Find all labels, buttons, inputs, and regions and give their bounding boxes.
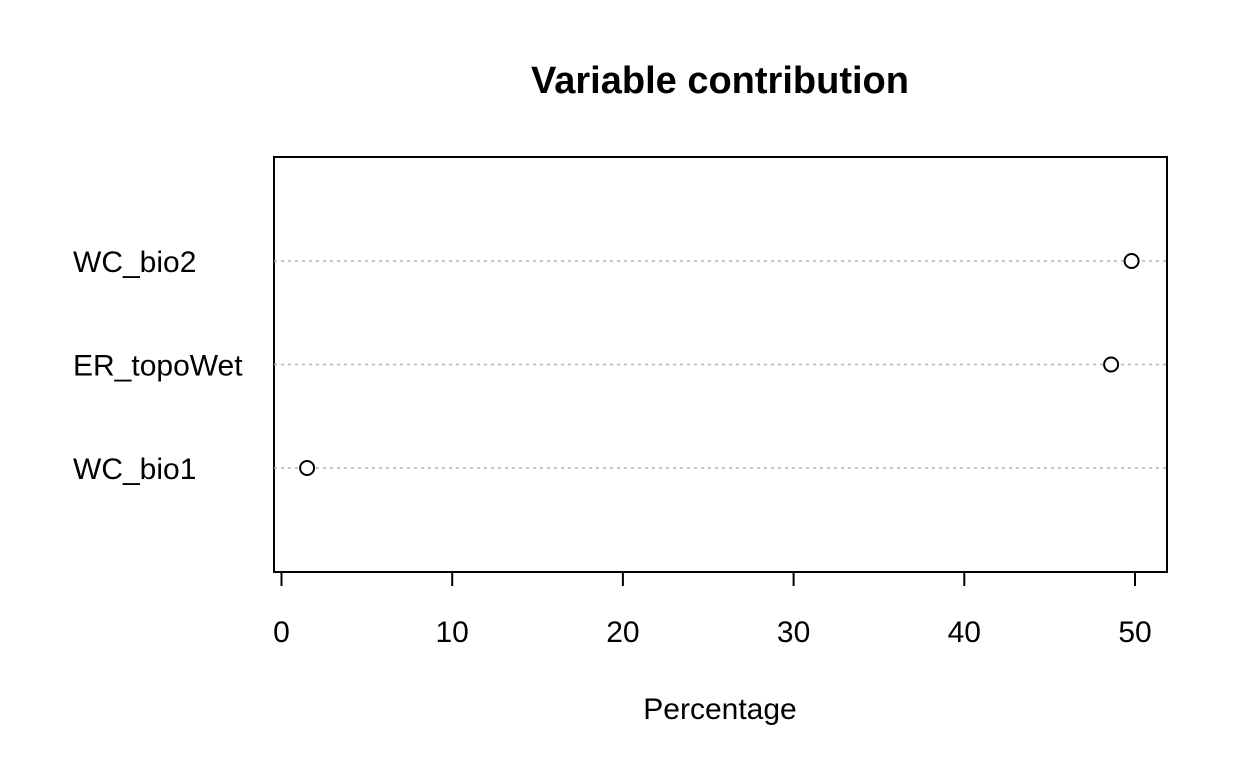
x-tick-label: 10 bbox=[436, 616, 469, 649]
data-points bbox=[299, 253, 1140, 476]
category-labels: WC_bio2 ER_topoWet WC_bio1 bbox=[73, 246, 243, 486]
x-tick-label: 20 bbox=[606, 616, 639, 649]
guide-lines bbox=[274, 260, 1167, 469]
x-axis-ticks: 0 10 20 30 40 50 bbox=[273, 572, 1152, 649]
category-label: WC_bio1 bbox=[73, 453, 196, 486]
data-point bbox=[1103, 356, 1120, 373]
x-axis-label: Percentage bbox=[643, 693, 796, 726]
x-tick-label: 30 bbox=[777, 616, 810, 649]
chart-title: Variable contribution bbox=[531, 60, 909, 102]
category-label: ER_topoWet bbox=[73, 350, 243, 383]
x-tick-label: 40 bbox=[948, 616, 981, 649]
category-label: WC_bio2 bbox=[73, 246, 196, 279]
x-tick-label: 0 bbox=[273, 616, 290, 649]
x-tick-label: 50 bbox=[1118, 616, 1151, 649]
data-point bbox=[299, 460, 316, 476]
data-point bbox=[1123, 253, 1140, 269]
